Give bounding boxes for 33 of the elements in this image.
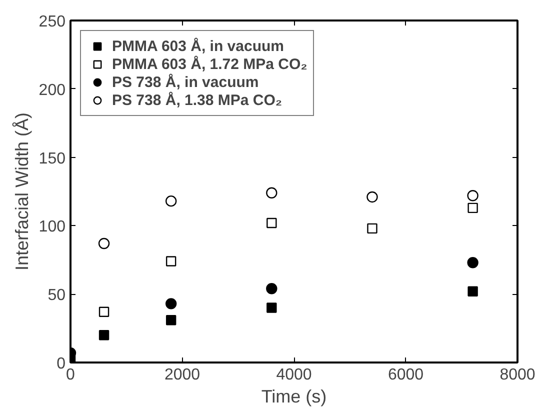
y-tick-label: 150 bbox=[38, 150, 66, 168]
x-tick-label: 8000 bbox=[500, 366, 536, 384]
point bbox=[166, 256, 176, 266]
x-axis-title: Time (s) bbox=[261, 386, 327, 406]
legend-label: PS 738 Å, in vacuum bbox=[112, 73, 259, 91]
point bbox=[165, 298, 177, 310]
point bbox=[366, 191, 378, 203]
legend-label: PMMA 603 Å, in vacuum bbox=[112, 37, 284, 55]
point bbox=[468, 202, 478, 214]
point bbox=[98, 306, 110, 317]
point bbox=[468, 286, 478, 296]
point bbox=[98, 330, 110, 340]
point bbox=[467, 257, 478, 268]
point bbox=[467, 190, 478, 202]
x-tick-label: 4000 bbox=[276, 366, 312, 384]
legend-label: PS 738 Å, 1.38 MPa CO₂ bbox=[112, 91, 282, 109]
point bbox=[266, 218, 277, 228]
y-axis-title: Interfacial Width (Å) bbox=[12, 112, 32, 271]
point bbox=[166, 314, 176, 326]
y-tick-label: 50 bbox=[48, 287, 66, 304]
legend-label: PMMA 603 Å, 1.72 MPa CO₂ bbox=[112, 55, 308, 73]
y-tick-label: 100 bbox=[38, 218, 66, 236]
x-tick-label: 2000 bbox=[164, 366, 200, 384]
point bbox=[266, 283, 278, 294]
point bbox=[367, 223, 378, 234]
point bbox=[266, 302, 277, 313]
y-tick-label: 0 bbox=[56, 356, 66, 372]
point bbox=[266, 187, 278, 198]
point bbox=[165, 195, 177, 207]
x-tick-label: 6000 bbox=[388, 366, 424, 384]
y-tick-label: 200 bbox=[38, 82, 66, 99]
point bbox=[98, 238, 110, 250]
y-tick-label: 250 bbox=[38, 14, 66, 30]
